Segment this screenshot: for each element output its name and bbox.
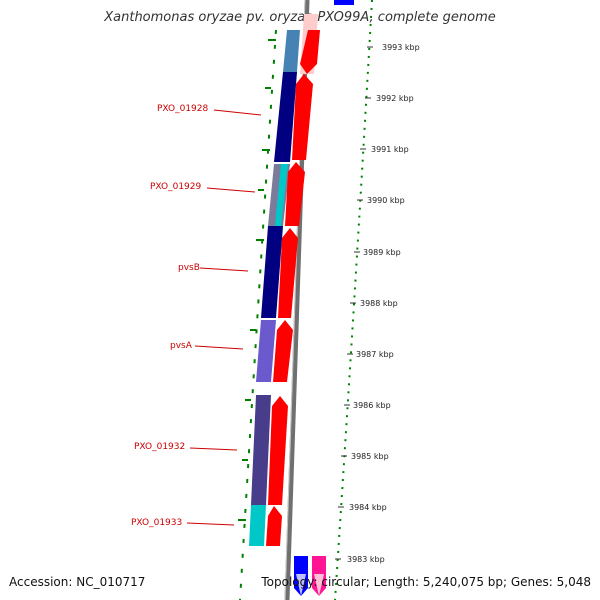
bottom-features bbox=[294, 556, 326, 596]
tick-label-3992: 3992 kbp bbox=[376, 94, 414, 103]
gene-labels: PXO_01928 PXO_01929 pvsB pvsA PXO_01932 … bbox=[131, 104, 262, 528]
gene-reverse-7 bbox=[266, 506, 282, 546]
topology-text: Topology: circular; Length: 5,240,075 bp… bbox=[261, 575, 591, 589]
gene-reverse-1 bbox=[300, 30, 320, 74]
gene-label-PXO_01929: PXO_01929 bbox=[150, 182, 202, 192]
gene-PXO_01928 bbox=[274, 72, 297, 162]
gene-PXO_01929-b bbox=[275, 164, 288, 226]
gc-skew-dashes bbox=[239, 29, 277, 600]
accession-text: Accession: NC_010717 bbox=[9, 575, 146, 589]
tick-label-3987: 3987 kbp bbox=[356, 350, 394, 359]
tick-label-3993: 3993 kbp bbox=[382, 43, 420, 52]
gene-reverse-5 bbox=[273, 320, 293, 382]
reverse-strand-genes bbox=[266, 14, 320, 546]
gene-label-pvsB: pvsB bbox=[178, 263, 200, 273]
top-feature-marker bbox=[334, 0, 354, 5]
gene-label-PXO_01932: PXO_01932 bbox=[134, 442, 185, 452]
gene-label-PXO_01928: PXO_01928 bbox=[157, 104, 209, 114]
leader-line bbox=[199, 267, 249, 272]
kbp-ticks: 3993 kbp 3992 kbp 3991 kbp 3990 kbp 3989… bbox=[335, 43, 420, 564]
gene-reverse-4 bbox=[278, 228, 298, 318]
gene-reverse-2 bbox=[292, 74, 313, 160]
bottom-blue-arrow-tip bbox=[296, 574, 306, 596]
tick-label-3986: 3986 kbp bbox=[353, 401, 391, 410]
tick-label-3989: 3989 kbp bbox=[363, 248, 401, 257]
forward-strand-genes bbox=[249, 30, 300, 546]
tick-label-3990: 3990 kbp bbox=[367, 196, 405, 205]
tick-label-3984: 3984 kbp bbox=[349, 503, 387, 512]
leader-line bbox=[206, 187, 256, 193]
gene-pvsB bbox=[261, 226, 283, 318]
leader-line bbox=[194, 345, 244, 350]
gc-skew-track bbox=[238, 29, 277, 600]
bottom-pink-arrow-tip bbox=[314, 574, 324, 596]
gene-reverse-6 bbox=[268, 396, 288, 505]
map-title: Xanthomonas oryzae pv. oryzae PXO99A, co… bbox=[104, 10, 496, 25]
tick-label-3983: 3983 kbp bbox=[347, 555, 385, 564]
gene-light-blue bbox=[283, 30, 300, 72]
tick-label-3991: 3991 kbp bbox=[371, 145, 409, 154]
leader-line bbox=[186, 522, 235, 526]
gene-PXO_01932 bbox=[251, 395, 271, 505]
gene-pvsA bbox=[256, 320, 276, 382]
tick-label-3985: 3985 kbp bbox=[351, 452, 389, 461]
gene-reverse-3 bbox=[285, 162, 305, 226]
gene-PXO_01933 bbox=[249, 505, 266, 546]
leader-line bbox=[213, 109, 262, 116]
tick-label-3988: 3988 kbp bbox=[360, 299, 398, 308]
leader-line bbox=[189, 447, 238, 451]
gene-label-PXO_01933: PXO_01933 bbox=[131, 518, 182, 528]
gene-label-pvsA: pvsA bbox=[170, 341, 193, 351]
